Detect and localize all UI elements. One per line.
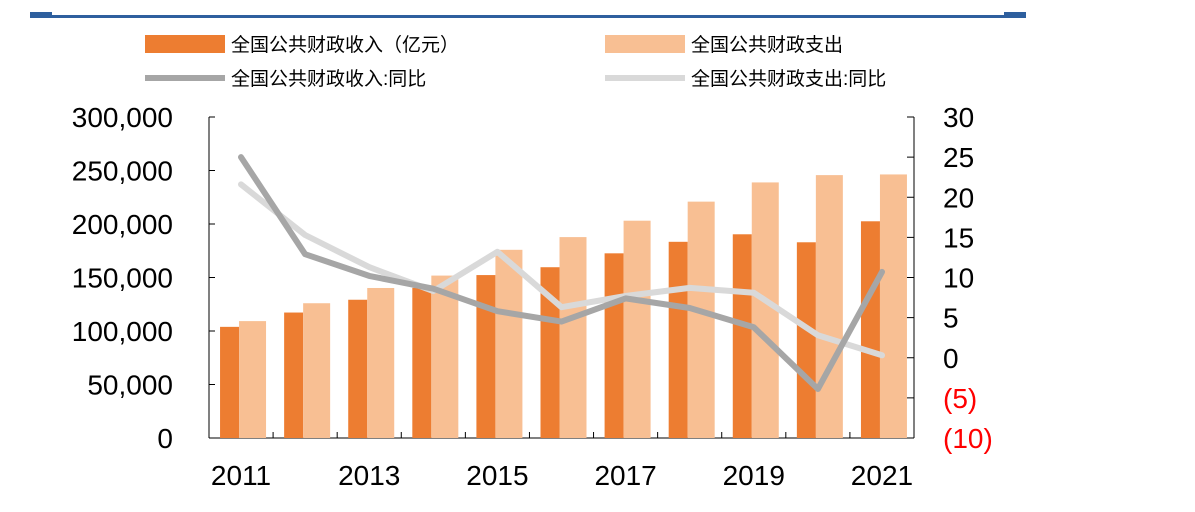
- right-axis-tick-label: 0: [943, 343, 959, 374]
- x-axis-tick-label: 2017: [594, 460, 656, 491]
- left-axis-tick-label: 50,000: [87, 370, 173, 401]
- bar-income-2020: [796, 242, 816, 438]
- right-axis-tick-label: 25: [943, 142, 974, 173]
- bar-income-2014: [412, 287, 432, 438]
- right-axis-tick-label: (5): [943, 383, 977, 414]
- bar-expenditure-2014: [431, 275, 459, 438]
- legend-swatch-expenditure: [605, 35, 685, 53]
- bar-income-2011: [220, 326, 240, 438]
- right-axis-tick-labels: (10) (5) 0 5 10 15 20 25 30: [943, 102, 993, 454]
- bar-income-2021: [860, 221, 880, 438]
- legend-label-expenditure-yoy: 全国公共财政支出:同比: [691, 68, 886, 90]
- left-axis-tick-label: 150,000: [72, 263, 173, 294]
- left-axis-tick-label: 300,000: [72, 102, 173, 133]
- bar-expenditure-2011: [239, 321, 267, 438]
- legend: 全国公共财政收入（亿元） 全国公共财政支出 全国公共财政收入:同比 全国公共财政…: [145, 34, 886, 90]
- x-axis-tick-label: 2013: [338, 460, 400, 491]
- left-axis-tick-label: 0: [157, 423, 173, 454]
- legend-label-income-yoy: 全国公共财政收入:同比: [231, 68, 426, 90]
- header-rule-cap-left: [30, 12, 52, 18]
- line-expenditure-yoy: [238, 181, 885, 359]
- x-axis-tick-labels: 2011 2013 2015 2017 2019 2021: [211, 460, 913, 491]
- bar-expenditure-2013: [367, 287, 395, 438]
- bar-expenditure-2021: [879, 174, 907, 438]
- right-axis-tick-label: 15: [943, 222, 974, 253]
- bar-income-2015: [476, 275, 496, 438]
- header-rule: [30, 12, 1026, 18]
- header-rule-cap-right: [1004, 12, 1026, 18]
- bar-income-2012: [284, 312, 304, 438]
- legend-label-income: 全国公共财政收入（亿元）: [231, 34, 459, 56]
- x-axis-tick-label: 2021: [851, 460, 913, 491]
- bar-expenditure-2016: [559, 237, 587, 438]
- x-axis-tick-label: 2011: [211, 460, 271, 491]
- bar-income-2013: [348, 299, 368, 438]
- bar-expenditure-2019: [751, 182, 779, 438]
- bar-expenditure-2015: [495, 249, 523, 438]
- left-axis-tick-label: 100,000: [72, 316, 173, 347]
- yoy-lines: [238, 154, 885, 392]
- legend-swatch-income: [145, 35, 225, 53]
- line-income-yoy: [238, 154, 885, 392]
- bar-expenditure-2018: [687, 201, 715, 438]
- bar-expenditure-2012: [303, 303, 331, 438]
- bar-income-2017: [604, 253, 624, 438]
- x-axis-tick-label: 2015: [466, 460, 528, 491]
- right-axis-tick-label: (10): [943, 423, 993, 454]
- left-axis-tick-labels: 0 50,000 100,000 150,000 200,000 250,000 300,0…: [72, 102, 173, 454]
- bar-income-2019: [732, 234, 752, 438]
- left-axis-tick-label: 200,000: [72, 209, 173, 240]
- x-axis-tick-label: 2019: [723, 460, 785, 491]
- header-rule-line: [30, 15, 1026, 18]
- bar-income-2018: [668, 241, 688, 438]
- right-axis-tick-label: 20: [943, 182, 974, 213]
- right-axis-tick-label: 5: [943, 303, 959, 334]
- bars: [220, 174, 907, 438]
- bar-income-2016: [540, 267, 560, 438]
- left-axis-tick-label: 250,000: [72, 156, 173, 187]
- bar-expenditure-2020: [815, 175, 843, 438]
- bar-expenditure-2017: [623, 220, 651, 438]
- right-axis-tick-label: 30: [943, 102, 974, 133]
- legend-label-expenditure: 全国公共财政支出: [691, 34, 843, 56]
- right-axis-tick-label: 10: [943, 263, 974, 294]
